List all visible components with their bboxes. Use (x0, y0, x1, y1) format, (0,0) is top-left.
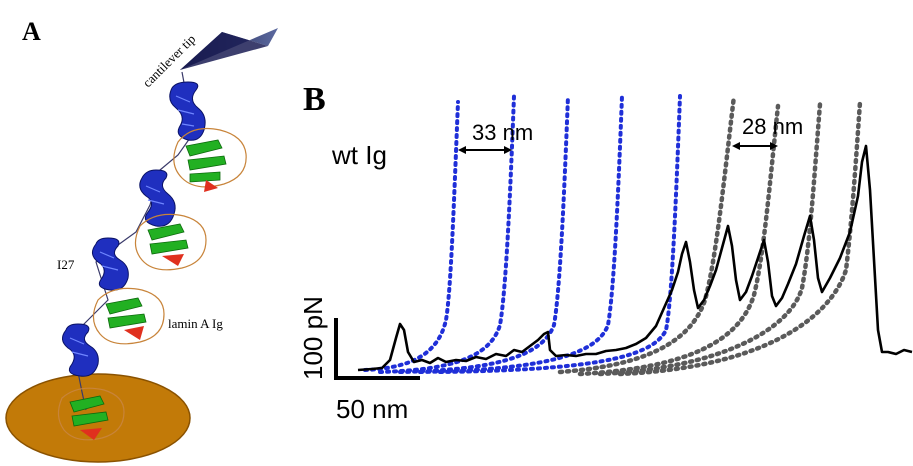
gray-fit-3 (597, 101, 823, 377)
cantilever-tip-label: cantilever tip (140, 31, 199, 90)
panel-a-letter: A (22, 17, 41, 46)
force-trace (357, 144, 913, 372)
blue-fit-2 (378, 94, 516, 374)
panel-a: A cantilever tip (5, 17, 278, 463)
spacing-label-28: 28 nm (742, 114, 803, 139)
lamin-ig-label: lamin A Ig (168, 316, 223, 331)
blue-fit-3 (398, 94, 570, 374)
spacing-label-33: 33 nm (472, 120, 533, 145)
blue-fit-4 (418, 94, 624, 374)
force-scale-label: 100 pN (298, 296, 328, 380)
i27-domain-2 (139, 169, 176, 227)
blue-fit-1 (363, 100, 460, 372)
distance-scale-label: 50 nm (336, 394, 408, 424)
panel-b-title: wt Ig (331, 140, 387, 170)
blue-fit-5 (438, 94, 682, 374)
spacing-annotation-28: 28 nm (732, 114, 803, 150)
lamin-ig-domain-2 (134, 213, 207, 271)
i27-label: I27 (57, 257, 75, 272)
blue-fit-curves (363, 94, 682, 374)
gray-fit-1 (557, 93, 737, 375)
panel-b-letter: B (303, 81, 326, 118)
scale-bar: 100 pN 50 nm (298, 296, 420, 424)
spacing-annotation-33: 33 nm (458, 120, 533, 154)
lamin-ig-domain-1 (173, 127, 247, 192)
cantilever-tip-body (180, 32, 268, 70)
lamin-ig-domain-3 (92, 287, 165, 345)
gray-fit-curves (557, 93, 863, 377)
i27-domain-4 (62, 323, 99, 377)
i27-domain-3 (92, 237, 129, 291)
i27-domain-1 (169, 81, 206, 141)
gray-fit-2 (577, 103, 781, 377)
lamin-ig-domain-4 (57, 387, 125, 441)
panel-b: B wt Ig 33 nm 2 (298, 81, 913, 424)
gray-fit-4 (617, 99, 863, 377)
